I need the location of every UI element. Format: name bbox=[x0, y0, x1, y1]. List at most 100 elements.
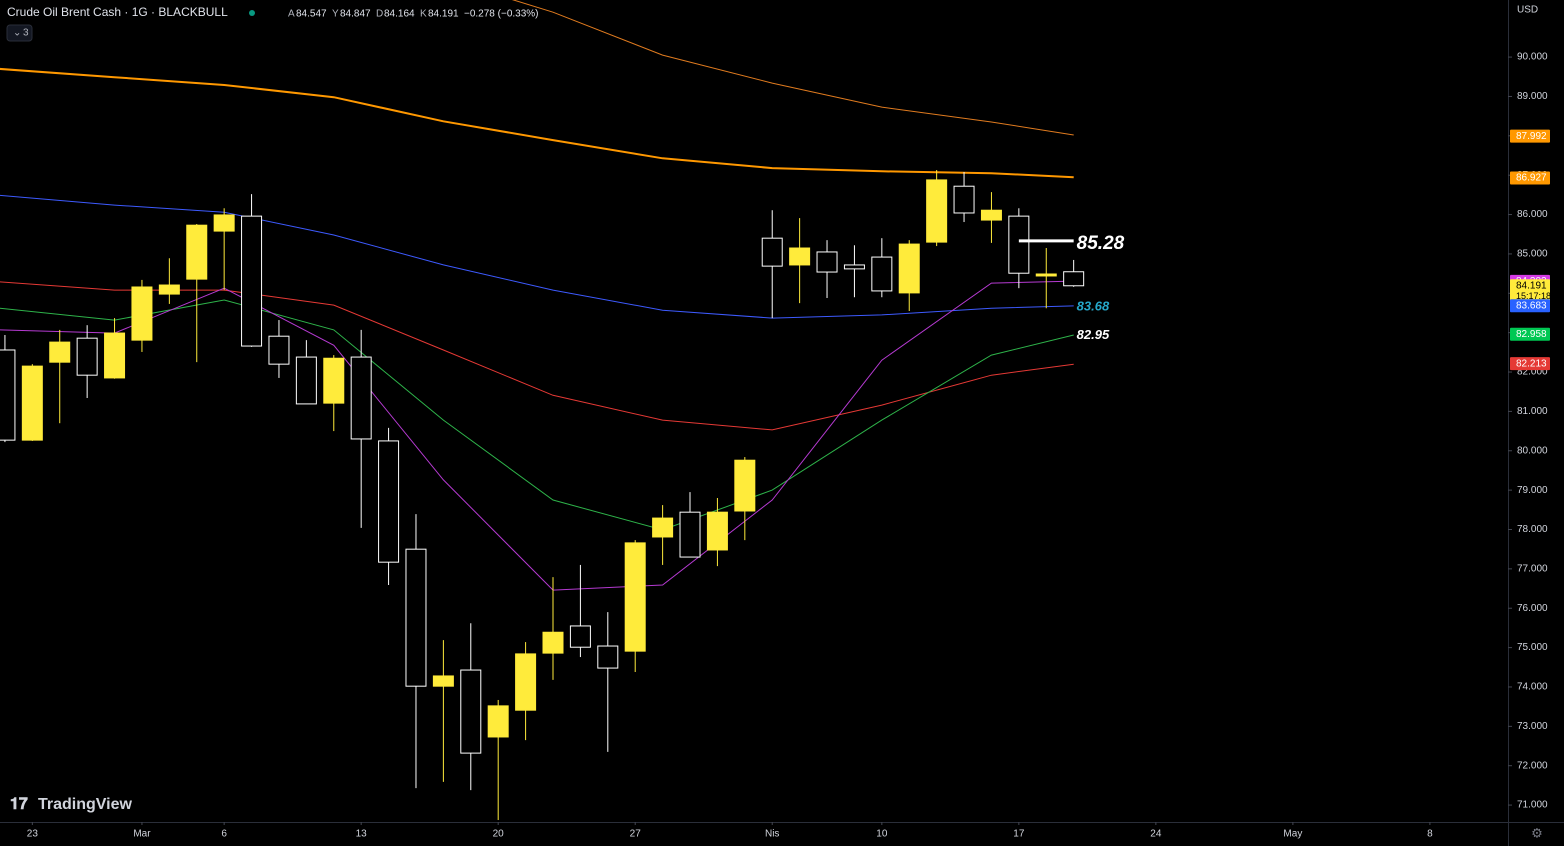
candle-body bbox=[21, 365, 43, 441]
ohlc-key: D bbox=[376, 9, 383, 20]
candle-body bbox=[898, 243, 920, 294]
candle-body bbox=[679, 511, 701, 558]
y-tick-label: 90.000 bbox=[1517, 52, 1548, 63]
x-tick-label: 10 bbox=[876, 829, 888, 840]
candle-body bbox=[926, 179, 948, 243]
candle-body bbox=[158, 284, 180, 295]
candle-body bbox=[487, 705, 509, 738]
ohlc-value: 84.847 bbox=[340, 9, 371, 20]
candle-body bbox=[652, 517, 674, 538]
y-tick-label: 76.000 bbox=[1517, 603, 1548, 614]
y-tick-label: 72.000 bbox=[1517, 760, 1548, 771]
annotation: 83.68 bbox=[1077, 298, 1110, 313]
price-tag-label: 87.992 bbox=[1516, 131, 1547, 142]
moving-average bbox=[0, 67, 1074, 179]
change: −0.278 (−0.33%) bbox=[464, 9, 539, 20]
candle-body bbox=[350, 356, 372, 440]
candle-body bbox=[1063, 271, 1085, 287]
plot: 85.28 83.68 82.95 bbox=[0, 0, 1125, 821]
candle-body bbox=[542, 631, 564, 654]
y-tick-label: 78.000 bbox=[1517, 524, 1548, 535]
price-tag-label: 86.927 bbox=[1516, 173, 1547, 184]
x-tick-label: 27 bbox=[630, 829, 642, 840]
ohlc-value: 84.547 bbox=[296, 9, 327, 20]
candle-body bbox=[871, 256, 893, 292]
price-tag-label: 84.191 bbox=[1516, 280, 1547, 291]
candle-body bbox=[597, 645, 619, 669]
candle-body bbox=[816, 251, 838, 273]
candle-body bbox=[49, 341, 71, 363]
header: Crude Oil Brent Cash · 1G · BLACKBULL ⌄ … bbox=[6, 5, 1543, 840]
candle-body bbox=[460, 669, 482, 754]
candle-body bbox=[980, 209, 1002, 221]
status-dot bbox=[249, 10, 255, 16]
moving-average bbox=[0, 299, 1074, 531]
y-tick-label: 86.000 bbox=[1517, 209, 1548, 220]
price-tag bbox=[1510, 357, 1550, 371]
symbol-title: Crude Oil Brent Cash · 1G · BLACKBULL bbox=[7, 5, 228, 19]
y-tick-label: 81.000 bbox=[1517, 406, 1548, 417]
candle-body bbox=[1035, 273, 1057, 277]
candle-body bbox=[761, 237, 783, 267]
annotation: 82.95 bbox=[1077, 327, 1110, 342]
moving-average bbox=[511, 0, 1074, 136]
price-tag-label: 83.683 bbox=[1516, 300, 1547, 311]
x-tick-label: 20 bbox=[493, 829, 505, 840]
candle-body bbox=[76, 337, 98, 376]
candle-body bbox=[186, 224, 208, 280]
x-tick-label: Mar bbox=[133, 829, 151, 840]
ohlc-value: 84.164 bbox=[384, 9, 415, 20]
x-tick-label: 8 bbox=[1427, 829, 1433, 840]
moving-average bbox=[0, 194, 1074, 319]
y-tick-label: 75.000 bbox=[1517, 642, 1548, 653]
y-tick-label: 85.000 bbox=[1517, 249, 1548, 260]
y-tick-label: 77.000 bbox=[1517, 564, 1548, 575]
x-tick-label: 17 bbox=[1013, 829, 1025, 840]
logo-mark: 𝟏𝟕 bbox=[10, 796, 28, 813]
x-tick-label: 6 bbox=[221, 829, 227, 840]
candle-body bbox=[323, 357, 345, 404]
price-tag-label: 82.958 bbox=[1516, 329, 1547, 340]
price-tag bbox=[1510, 129, 1550, 143]
candle-body bbox=[734, 459, 756, 512]
price-tag bbox=[1510, 279, 1550, 304]
y-tick-label: 89.000 bbox=[1517, 91, 1548, 102]
candle-body bbox=[0, 349, 16, 441]
x-tick-label: May bbox=[1283, 829, 1302, 840]
moving-average bbox=[0, 281, 1074, 431]
x-tick-label: 13 bbox=[356, 829, 368, 840]
axes: 90.00089.00088.00087.00086.00085.00084.0… bbox=[27, 52, 1551, 840]
x-tick-label: 23 bbox=[27, 829, 39, 840]
y-tick-label: 74.000 bbox=[1517, 682, 1548, 693]
candle-body bbox=[953, 185, 975, 214]
y-tick-label: 73.000 bbox=[1517, 721, 1548, 732]
candle-body bbox=[241, 215, 263, 347]
candle-body bbox=[268, 335, 290, 365]
candle-body bbox=[789, 247, 811, 266]
candle-body bbox=[569, 625, 591, 648]
brand: TradingView bbox=[38, 796, 133, 813]
candle-body bbox=[295, 356, 317, 405]
candle-body bbox=[104, 332, 126, 379]
y-tick-label: 82.000 bbox=[1517, 367, 1548, 378]
candle-body bbox=[624, 542, 646, 652]
candle-body bbox=[378, 440, 400, 563]
y-tick-label: 71.000 bbox=[1517, 800, 1548, 811]
price-tag-label: 82.213 bbox=[1516, 358, 1547, 369]
price-tag bbox=[1510, 171, 1550, 185]
countdown: 15:17:18 bbox=[1516, 291, 1551, 301]
settings-icon[interactable]: ⚙ bbox=[1531, 825, 1543, 840]
candle-body bbox=[131, 286, 153, 341]
x-tick-label: 24 bbox=[1150, 829, 1162, 840]
candle-body bbox=[405, 548, 427, 687]
annotation: 85.28 bbox=[1077, 233, 1125, 254]
candle-body bbox=[213, 214, 235, 232]
price-tag bbox=[1510, 327, 1550, 341]
price-tag bbox=[1510, 299, 1550, 313]
indicator-toggle[interactable] bbox=[6, 24, 33, 42]
candle-body bbox=[843, 264, 865, 270]
currency[interactable]: USD bbox=[1517, 5, 1538, 16]
y-tick-label: 79.000 bbox=[1517, 485, 1548, 496]
ohlc-key: Y bbox=[332, 9, 339, 20]
